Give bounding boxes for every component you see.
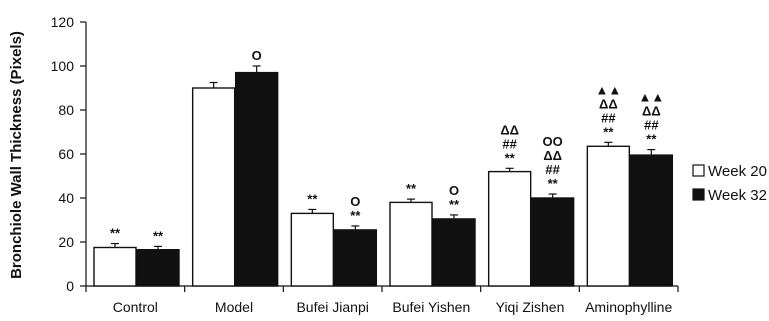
- significance-marker: **: [153, 228, 164, 243]
- bar-week-32: [629, 154, 674, 287]
- significance-marker: **: [548, 176, 559, 191]
- bar-week-20: [290, 212, 335, 287]
- y-axis-title: Bronchiole Wall Thickness (Pixels): [8, 31, 25, 279]
- bar-week-20: [586, 145, 631, 287]
- bar-week-20: [389, 201, 433, 287]
- legend-label: Week 32: [708, 187, 767, 204]
- significance-marker: **: [307, 191, 318, 206]
- x-tick-label: Model: [215, 299, 253, 315]
- x-tick-label: Bufei Jianpi: [296, 299, 368, 315]
- significance-marker: ##: [601, 110, 616, 125]
- y-tick-label: 80: [58, 102, 74, 118]
- significance-marker: **: [646, 132, 657, 147]
- x-tick-label: Aminophylline: [585, 299, 672, 315]
- y-tick-label: 120: [51, 14, 75, 30]
- y-tick-label: 20: [58, 234, 74, 250]
- bar-week-32: [136, 248, 180, 287]
- legend: Week 20 Week 32: [692, 163, 767, 204]
- y-tick-label: 40: [58, 190, 74, 206]
- x-tick-label: Control: [113, 299, 158, 315]
- significance-marker: ▲▲: [638, 90, 664, 105]
- significance-marker: ΔΔ: [599, 96, 618, 111]
- significance-marker: **: [505, 150, 516, 165]
- significance-marker: **: [603, 124, 614, 139]
- bar-week-20: [191, 87, 236, 287]
- bar-week-32: [530, 197, 575, 287]
- significance-marker: **: [449, 197, 460, 212]
- y-tick-label: 60: [58, 146, 74, 162]
- x-tick-label: Bufei Yishen: [392, 299, 470, 315]
- significance-marker: **: [350, 208, 361, 223]
- significance-marker: O: [449, 183, 459, 198]
- y-axis: 0 20 40 60 80 100 120: [51, 14, 87, 294]
- significance-marker: ##: [644, 118, 659, 133]
- bar-week-32: [432, 218, 476, 287]
- significance-marker: ΔΔ: [500, 122, 519, 137]
- significance-marker: ΔΔ: [543, 148, 562, 163]
- significance-marker: ▲▲: [595, 82, 621, 97]
- y-tick-label: 0: [66, 278, 74, 294]
- significance-marker: **: [110, 226, 121, 241]
- x-tick-label: Yiqi Zishen: [496, 299, 565, 315]
- significance-marker: **: [406, 181, 417, 196]
- x-axis: Control Model Bufei Jianpi Bufei Yishen Yiqi…: [85, 285, 679, 315]
- significance-marker: ##: [545, 162, 560, 177]
- significance-marker: ΔΔ: [642, 104, 661, 119]
- significance-marker: O: [350, 194, 360, 209]
- bar-week-20: [487, 170, 532, 287]
- legend-label: Week 20: [708, 163, 767, 180]
- bar-week-20: [93, 246, 137, 287]
- significance-marker: OO: [543, 134, 563, 149]
- legend-swatch: [692, 188, 705, 201]
- bar-week-32: [234, 71, 279, 287]
- bars: [93, 65, 674, 287]
- legend-swatch: [692, 164, 705, 177]
- bar-week-32: [333, 229, 378, 287]
- significance-marker: ##: [502, 136, 517, 151]
- y-tick-label: 100: [51, 58, 75, 74]
- significance-marker: O: [252, 48, 262, 63]
